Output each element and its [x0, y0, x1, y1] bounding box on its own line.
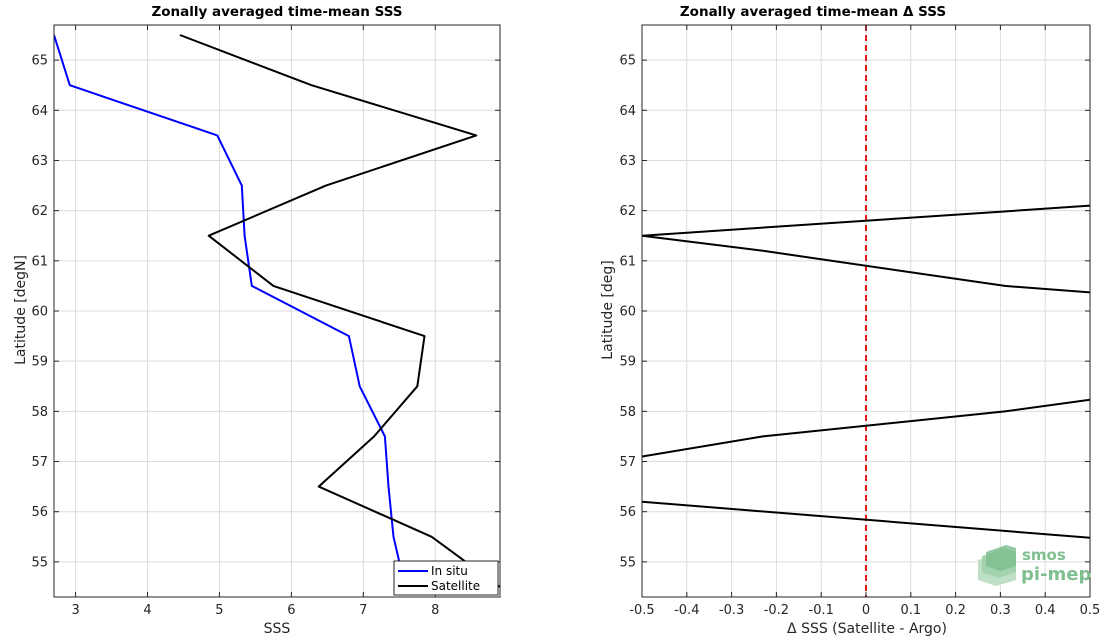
y-tick-label: 60: [619, 305, 636, 320]
series-line-0: [54, 34, 401, 563]
logo-text-pi-mep: pi-mep: [1021, 564, 1091, 585]
x-tick-label: 0.1: [900, 603, 921, 618]
legend-box: [393, 560, 499, 596]
y-axis-label: Latitude [deg]: [600, 260, 616, 359]
x-tick-label: 7: [359, 603, 367, 618]
x-tick-label: -0.2: [764, 603, 789, 618]
x-tick-label: 4: [143, 603, 151, 618]
y-axis-label: Latitude [degN]: [13, 255, 29, 365]
smos-pi-mep-logo: smos pi-mep: [978, 545, 1091, 586]
logo-text-smos: smos: [1022, 546, 1066, 564]
y-tick-label: 56: [619, 505, 636, 520]
y-tick-label: 60: [31, 305, 48, 320]
y-tick-label: 55: [619, 555, 636, 570]
y-tick-label: 65: [619, 54, 636, 69]
x-tick-label: 6: [287, 603, 295, 618]
logo-mark-icon: [978, 545, 1016, 586]
series-line-1: [642, 398, 1090, 458]
y-tick-label: 65: [31, 54, 48, 69]
x-axis-label: SSS: [264, 621, 291, 637]
y-tick-label: 56: [31, 505, 48, 520]
x-tick-label: -0.3: [719, 603, 744, 618]
y-tick-label: 62: [619, 204, 636, 219]
y-tick-label: 58: [31, 405, 48, 420]
x-tick-label: 8: [431, 603, 439, 618]
y-tick-label: 57: [31, 455, 48, 470]
x-tick-label: -0.1: [809, 603, 834, 618]
y-tick-label: 62: [31, 204, 48, 219]
series-line-0: [642, 204, 1090, 294]
x-tick-label: 0: [862, 603, 870, 618]
x-tick-label: -0.5: [629, 603, 654, 618]
series-line-2: [642, 500, 1090, 539]
y-tick-label: 61: [31, 254, 48, 269]
chart-delta-sss-profile: Zonally averaged time-mean Δ SSS -0.5 -0.…: [600, 4, 1100, 637]
legend-label: Satellite: [431, 579, 480, 593]
series-line-1: [179, 34, 500, 588]
y-tick-label: 55: [31, 555, 48, 570]
y-tick-label: 63: [31, 154, 48, 169]
y-tick-label: 61: [619, 254, 636, 269]
y-tick-label: 58: [619, 405, 636, 420]
x-tick-label: 0.3: [990, 603, 1011, 618]
chart-title: Zonally averaged time-mean Δ SSS: [680, 4, 946, 20]
chart-sss-profile: Zonally averaged time-mean SSS 3 4 5 6 7 8555…: [13, 4, 501, 637]
y-tick-label: 59: [31, 355, 48, 370]
y-tick-label: 63: [619, 154, 636, 169]
x-tick-label: 3: [71, 603, 79, 618]
y-tick-label: 59: [619, 355, 636, 370]
y-tick-label: 64: [31, 104, 48, 119]
x-axis-label: Δ SSS (Satellite - Argo): [787, 621, 947, 637]
x-tick-label: -0.4: [674, 603, 699, 618]
x-tick-label: 0.4: [1035, 603, 1056, 618]
chart-title: Zonally averaged time-mean SSS: [151, 4, 402, 20]
y-tick-label: 64: [619, 104, 636, 119]
legend-label: In situ: [431, 564, 468, 578]
x-tick-label: 0.5: [1080, 603, 1101, 618]
x-tick-label: 5: [215, 603, 223, 618]
x-tick-label: 0.2: [945, 603, 966, 618]
y-tick-label: 57: [619, 455, 636, 470]
